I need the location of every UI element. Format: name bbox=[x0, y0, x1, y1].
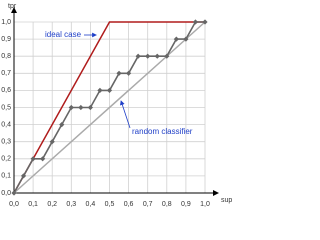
point-marker bbox=[87, 104, 93, 111]
point-marker bbox=[49, 139, 55, 145]
x-tick-label: 0,3 bbox=[66, 201, 76, 208]
point-marker bbox=[145, 53, 151, 59]
x-axis-label: sup bbox=[221, 197, 232, 204]
y-tick-label: 0,3 bbox=[1, 139, 11, 146]
y-tick-label: 1,0 bbox=[1, 19, 11, 26]
x-tick-label: 0,0 bbox=[9, 201, 19, 208]
point-marker bbox=[154, 53, 160, 59]
x-tick-label: 0,5 bbox=[105, 201, 115, 208]
point-marker bbox=[202, 19, 208, 25]
annotation: ideal case bbox=[45, 30, 82, 39]
point-marker bbox=[173, 36, 179, 42]
x-tick-label: 0,4 bbox=[86, 201, 96, 208]
x-tick-label: 0,8 bbox=[162, 201, 172, 208]
x-tick-label: 0,9 bbox=[181, 201, 191, 208]
point-marker bbox=[59, 122, 65, 128]
point-marker bbox=[68, 104, 74, 111]
point-marker bbox=[135, 53, 141, 59]
x-tick-label: 0,7 bbox=[143, 201, 153, 208]
y-tick-label: 0,6 bbox=[1, 87, 11, 94]
annotation: random classifier bbox=[132, 127, 193, 136]
annotation-arrow bbox=[120, 100, 131, 129]
y-tick-label: 0,0 bbox=[1, 190, 11, 197]
point-marker bbox=[106, 87, 113, 93]
point-marker bbox=[40, 156, 46, 162]
point-marker bbox=[164, 53, 170, 59]
y-axis-label: tpr bbox=[8, 3, 17, 10]
y-tick-label: 0,4 bbox=[1, 121, 11, 128]
y-tick-label: 0,1 bbox=[1, 173, 11, 180]
x-tick-label: 0,2 bbox=[47, 201, 57, 208]
y-tick-label: 0,7 bbox=[1, 70, 11, 77]
x-tick-label: 0,6 bbox=[124, 201, 134, 208]
y-tick-label: 0,5 bbox=[1, 104, 11, 111]
point-marker bbox=[183, 36, 189, 42]
series-line bbox=[13, 21, 206, 194]
point-marker bbox=[11, 190, 17, 196]
point-marker bbox=[116, 70, 122, 76]
point-marker bbox=[20, 173, 27, 179]
point-marker bbox=[126, 70, 132, 76]
point-marker bbox=[97, 87, 103, 93]
x-tick-label: 0,1 bbox=[28, 201, 38, 208]
y-tick-label: 0,2 bbox=[1, 156, 11, 163]
x-tick-label: 1,0 bbox=[200, 201, 210, 208]
point-marker bbox=[192, 19, 199, 25]
point-marker bbox=[78, 104, 84, 111]
series-line bbox=[13, 21, 205, 194]
chart: tpr sup 0,0 0,1 0,2 0,3 0,4 0,5 0,6 0,7 0,8 0,9 1,… bbox=[1, 3, 232, 208]
y-tick-label: 0,9 bbox=[1, 36, 11, 43]
y-tick-label: 0,8 bbox=[1, 53, 11, 60]
point-marker bbox=[30, 156, 36, 162]
